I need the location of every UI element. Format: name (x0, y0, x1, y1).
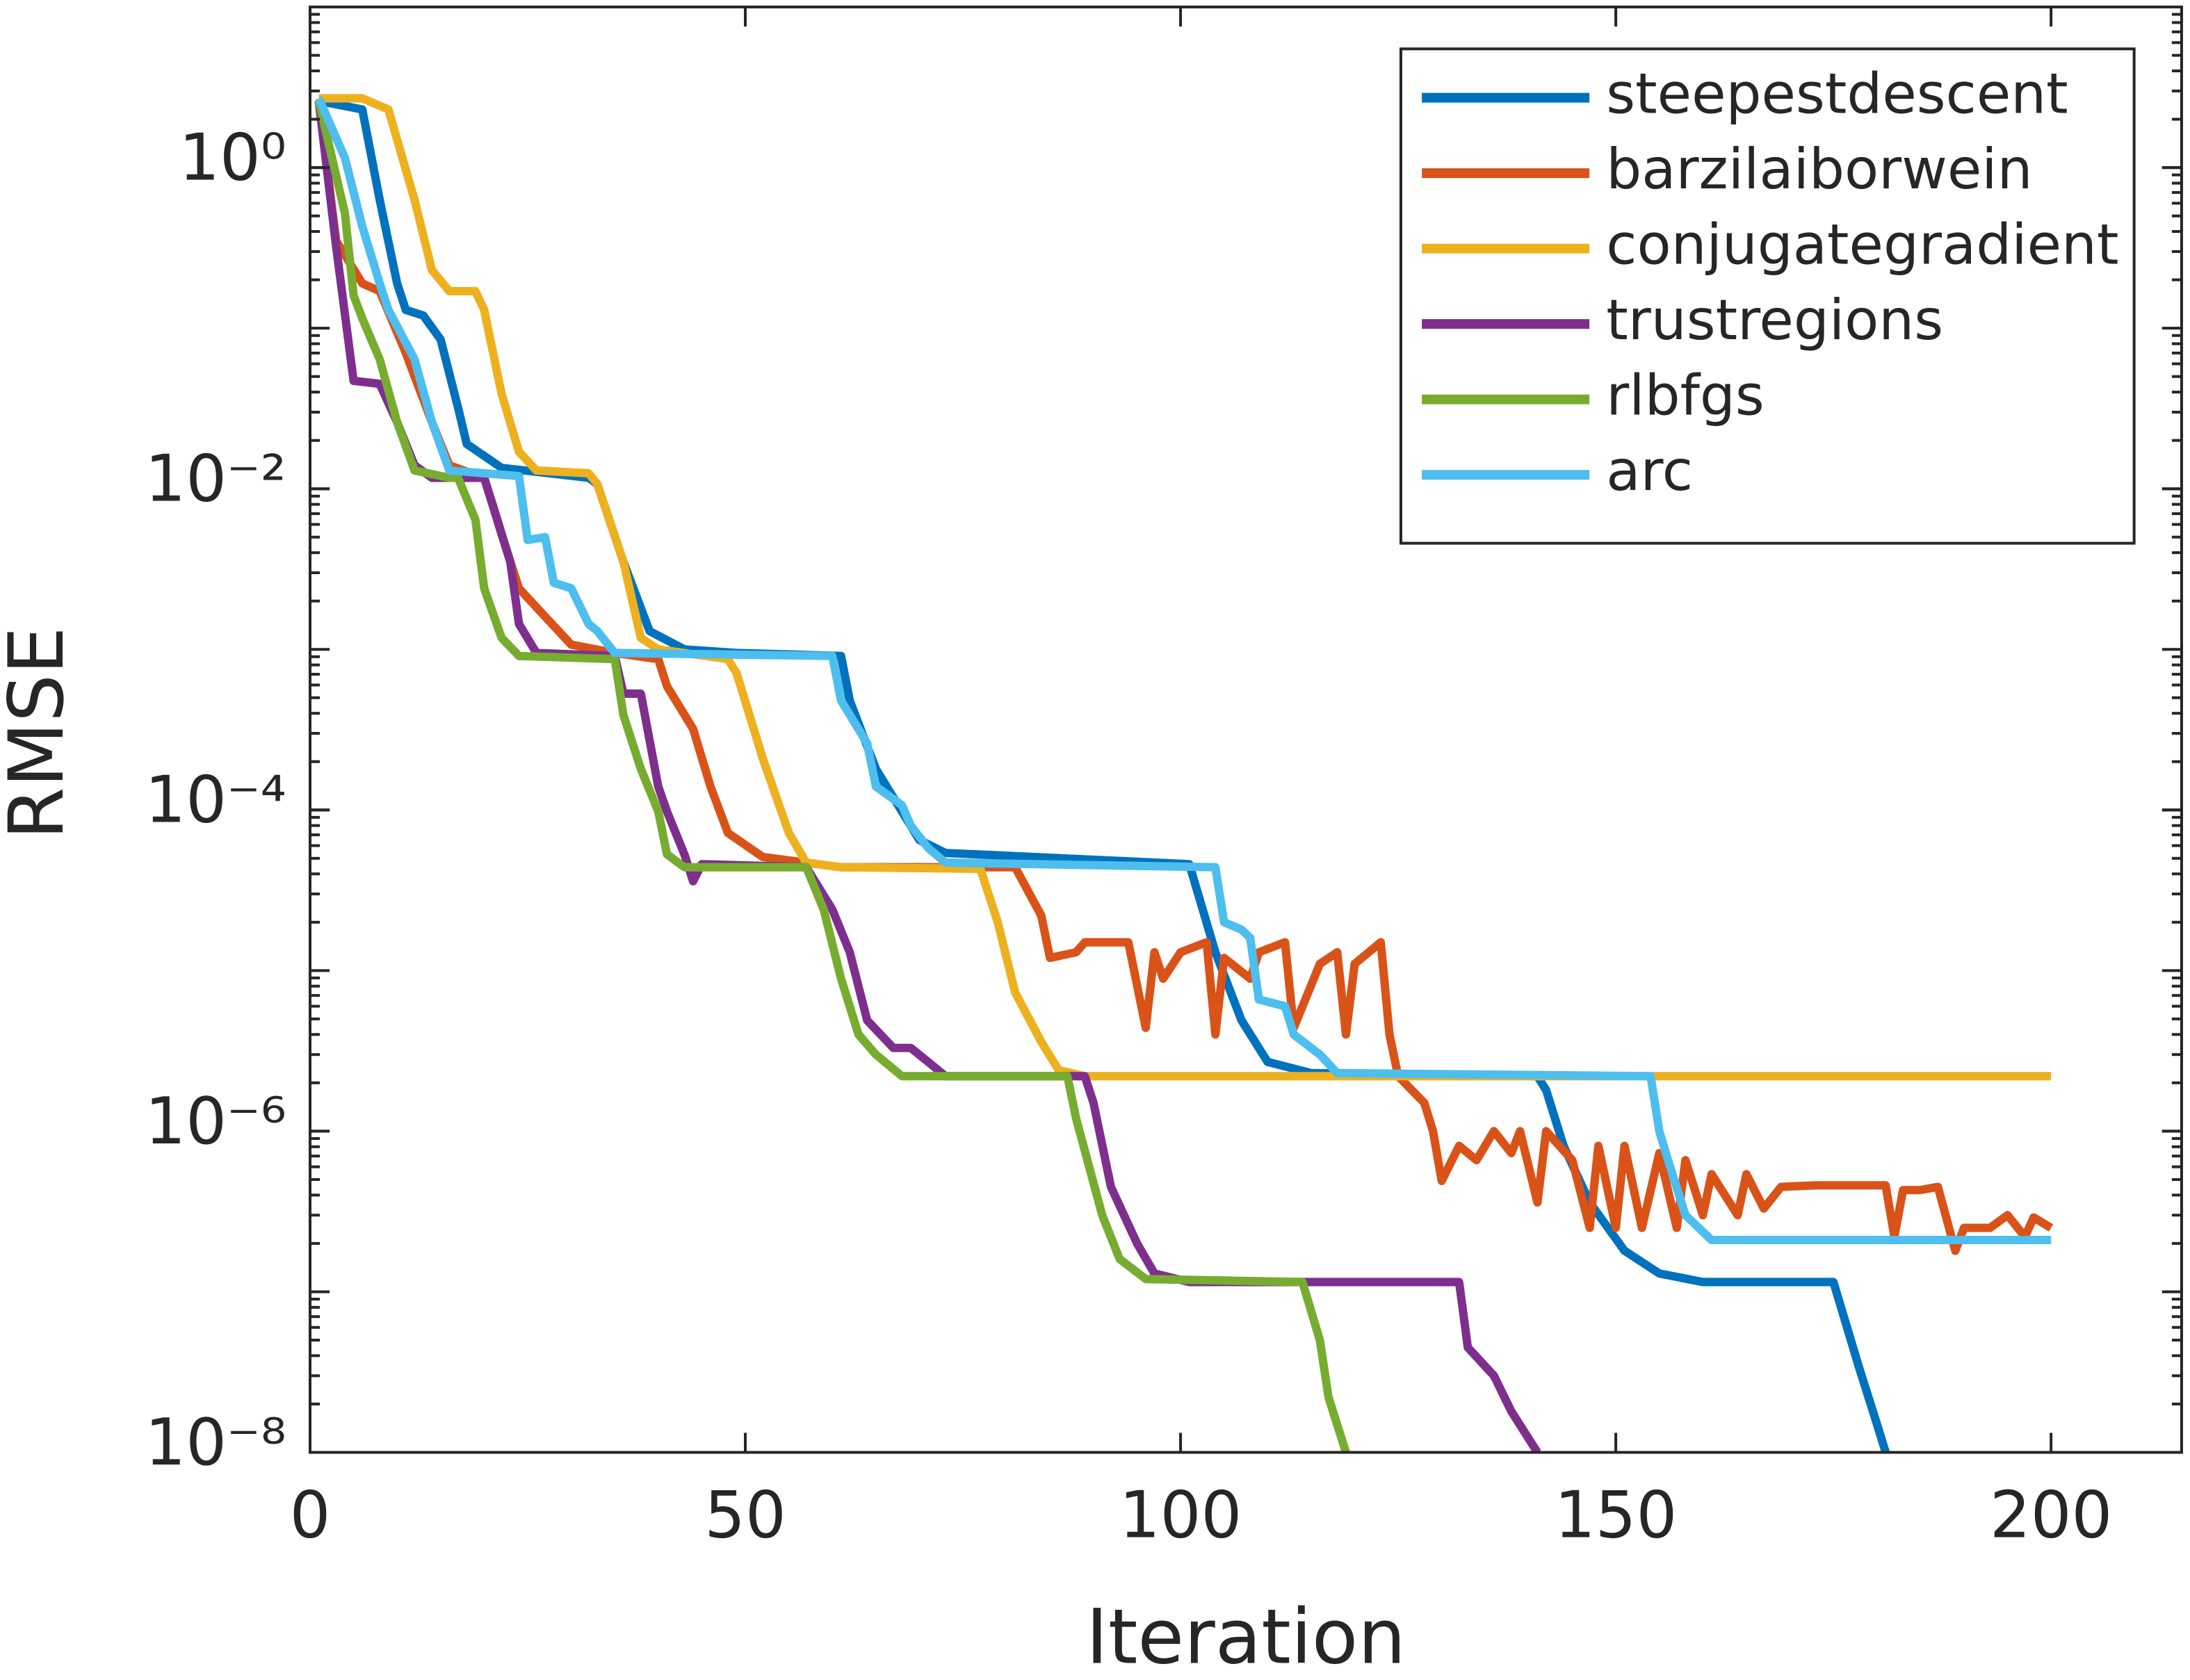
x-tick-label: 50 (704, 1477, 786, 1552)
legend-label: trustregions (1606, 287, 1943, 352)
y-axis-label: RMSE (0, 627, 81, 840)
legend-label: barzilaiborwein (1606, 136, 2032, 202)
y-tick-label: 10⁻² (145, 441, 286, 516)
y-tick-label: 10⁻⁴ (145, 762, 286, 838)
x-axis-label: Iteration (1086, 1593, 1406, 1680)
legend-label: steepestdescent (1606, 61, 2068, 127)
series-line (318, 94, 2052, 1081)
series-line (314, 97, 2052, 1245)
legend-label: arc (1606, 438, 1693, 503)
legend-box (1399, 47, 2136, 545)
series-line (314, 100, 2054, 1255)
y-tick-label: 10⁻⁶ (145, 1084, 286, 1159)
series-line (314, 99, 1350, 1453)
x-tick-label: 0 (290, 1477, 331, 1552)
y-tick-label: 10⁰ (179, 120, 286, 195)
legend-label: conjugategradient (1606, 212, 2118, 277)
y-tick-label: 10⁻⁸ (145, 1405, 286, 1480)
x-tick-label: 150 (1555, 1477, 1677, 1552)
axes-box (308, 6, 2183, 1454)
x-tick-label: 100 (1119, 1477, 1242, 1552)
x-tick-label: 200 (1990, 1477, 2112, 1552)
legend-label: rlbfgs (1606, 363, 1765, 428)
